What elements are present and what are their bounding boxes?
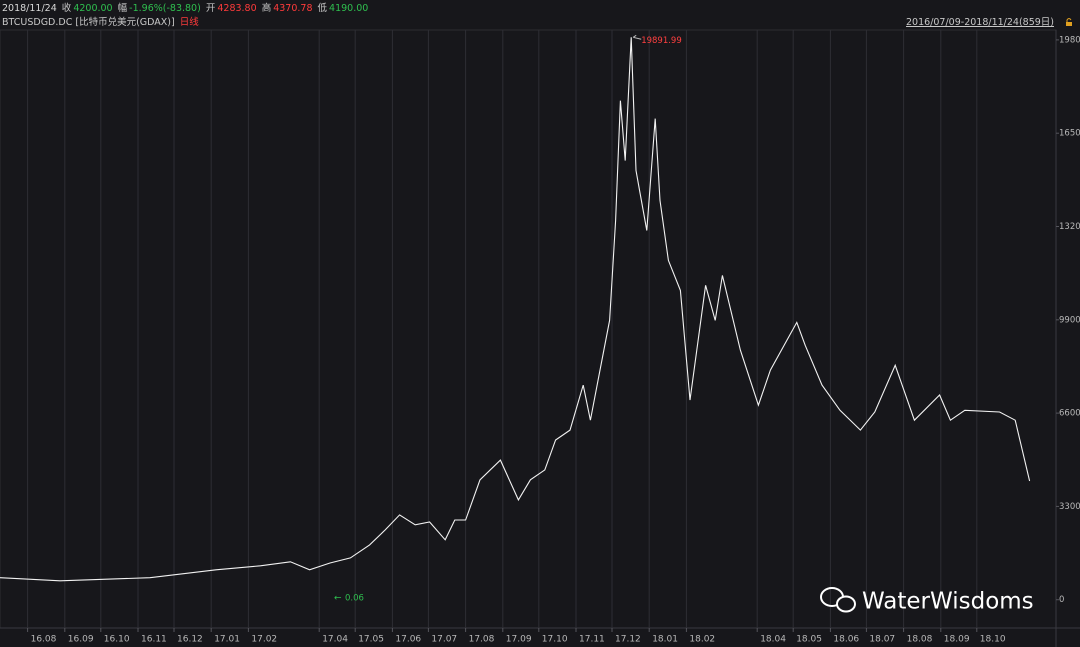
y-tick-label: 16500 <box>1059 129 1080 139</box>
label: 低 <box>317 3 328 14</box>
x-tick-label: 17.05 <box>358 635 384 645</box>
x-tick-label: 18.09 <box>944 635 970 645</box>
x-tick-label: 17.08 <box>469 635 495 645</box>
low: 4190.00 <box>329 3 369 14</box>
annotation-arrow: ← <box>334 594 342 604</box>
x-tick-label: 18.10 <box>980 635 1006 645</box>
x-tick-label: 17.07 <box>431 635 457 645</box>
x-tick-label: 18.02 <box>689 635 715 645</box>
x-tick-label: 18.07 <box>869 635 895 645</box>
y-tick-label: 0 <box>1059 595 1064 605</box>
x-tick-label: 16.10 <box>104 635 130 645</box>
x-tick-label: 16.08 <box>31 635 57 645</box>
symbol-bar: BTCUSDGD.DC [比特币兑美元(GDAX)] 日线 <box>2 15 1080 30</box>
watermark-text: WaterWisdoms <box>862 589 1034 615</box>
x-tick-label: 18.01 <box>652 635 678 645</box>
plot-area <box>0 29 1057 629</box>
label: 幅 <box>117 3 128 14</box>
x-tick-label: 17.01 <box>214 635 240 645</box>
x-tick-label: 17.12 <box>615 635 641 645</box>
open: 4283.80 <box>217 3 257 14</box>
y-tick-label: 13200 <box>1059 222 1080 232</box>
label: 高 <box>261 3 272 14</box>
y-tick-label: 9900 <box>1059 315 1080 325</box>
x-tick-label: 18.04 <box>760 635 786 645</box>
date-range[interactable]: 2016/07/09-2018/11/24(859日) <box>906 17 1054 28</box>
high: 4370.78 <box>273 3 313 14</box>
x-tick-label: 16.09 <box>68 635 94 645</box>
lock-icon[interactable] <box>1064 17 1074 27</box>
annotation: 0.06 <box>345 594 364 604</box>
x-tick-label: 17.11 <box>579 635 605 645</box>
x-tick-label: 16.12 <box>177 635 203 645</box>
symbol: BTCUSDGD.DC [比特币兑美元(GDAX)] <box>2 17 175 28</box>
date: 2018/11/24 <box>2 3 57 14</box>
price-line <box>0 37 1031 582</box>
x-tick-label: 17.02 <box>251 635 277 645</box>
x-tick-label: 18.08 <box>907 635 933 645</box>
x-tick-label: 17.06 <box>395 635 421 645</box>
x-tick-label: 16.11 <box>141 635 167 645</box>
x-tick-label: 17.10 <box>542 635 568 645</box>
y-tick-label: 19800 <box>1059 35 1080 45</box>
x-tick-label: 17.09 <box>506 635 532 645</box>
label: 收 <box>61 3 72 14</box>
change: -1.96%(-83.80) <box>129 3 201 14</box>
y-tick-label: 3300 <box>1059 502 1080 512</box>
quote-bar: 2018/11/24 收 4200.00 幅 -1.96%(-83.80) 开 428… <box>2 1 1080 16</box>
annotation-arrow <box>632 34 642 40</box>
x-tick-label: 18.06 <box>833 635 859 645</box>
annotation: 19891.99 <box>641 36 682 46</box>
period: 日线 <box>179 17 199 28</box>
wechat-icon <box>836 595 856 613</box>
x-tick-label: 17.04 <box>322 635 348 645</box>
label: 开 <box>205 3 216 14</box>
watermark: WaterWisdoms <box>820 587 1034 615</box>
y-tick-label: 6600 <box>1059 409 1080 419</box>
close: 4200.00 <box>73 3 113 14</box>
x-tick-label: 18.05 <box>796 635 822 645</box>
